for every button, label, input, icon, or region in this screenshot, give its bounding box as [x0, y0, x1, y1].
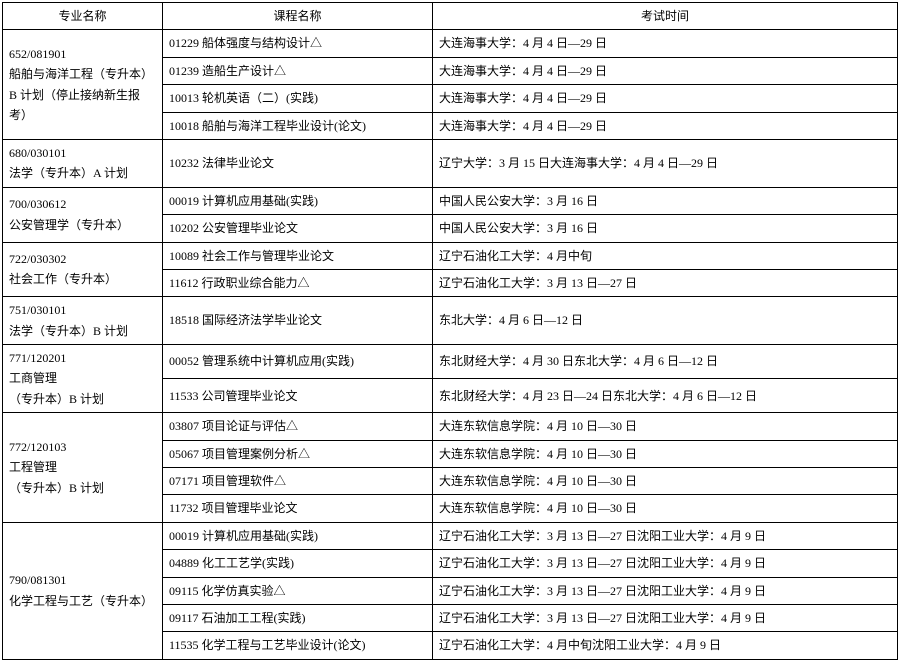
exam-cell: 辽宁石油化工大学：3 月 13 日—27 日: [433, 269, 898, 296]
major-cell: 772/120103 工程管理 （专升本）B 计划: [3, 413, 163, 523]
course-cell: 11535 化学工程与工艺毕业设计(论文): [163, 632, 433, 659]
course-cell: 11612 行政职业综合能力△: [163, 269, 433, 296]
header-exam: 考试时间: [433, 3, 898, 30]
table-row: 722/030302 社会工作（专升本）10089 社会工作与管理毕业论文辽宁石…: [3, 242, 898, 269]
course-cell: 11533 公司管理毕业论文: [163, 379, 433, 413]
exam-cell: 辽宁石油化工大学：3 月 13 日—27 日沈阳工业大学：4 月 9 日: [433, 604, 898, 631]
major-cell: 771/120201 工商管理 （专升本）B 计划: [3, 345, 163, 413]
course-cell: 09117 石油加工工程(实践): [163, 604, 433, 631]
major-cell: 700/030612 公安管理学（专升本）: [3, 187, 163, 242]
table-row: 772/120103 工程管理 （专升本）B 计划03807 项目论证与评估△大…: [3, 413, 898, 440]
course-cell: 04889 化工工艺学(实践): [163, 550, 433, 577]
exam-cell: 东北财经大学：4 月 30 日东北大学：4 月 6 日—12 日: [433, 345, 898, 379]
major-cell: 652/081901 船舶与海洋工程（专升本）B 计划（停止接纳新生报考）: [3, 30, 163, 140]
course-cell: 10089 社会工作与管理毕业论文: [163, 242, 433, 269]
exam-cell: 辽宁大学：3 月 15 日大连海事大学：4 月 4 日—29 日: [433, 139, 898, 187]
course-cell: 09115 化学仿真实验△: [163, 577, 433, 604]
exam-cell: 大连海事大学：4 月 4 日—29 日: [433, 112, 898, 139]
header-course: 课程名称: [163, 3, 433, 30]
course-cell: 00019 计算机应用基础(实践): [163, 187, 433, 214]
exam-cell: 东北财经大学：4 月 23 日—24 日东北大学：4 月 6 日—12 日: [433, 379, 898, 413]
table-row: 652/081901 船舶与海洋工程（专升本）B 计划（停止接纳新生报考）012…: [3, 30, 898, 57]
header-row: 专业名称 课程名称 考试时间: [3, 3, 898, 30]
exam-cell: 东北大学：4 月 6 日—12 日: [433, 297, 898, 345]
exam-cell: 辽宁石油化工大学：3 月 13 日—27 日沈阳工业大学：4 月 9 日: [433, 577, 898, 604]
course-cell: 07171 项目管理软件△: [163, 468, 433, 495]
exam-cell: 大连东软信息学院：4 月 10 日—30 日: [433, 440, 898, 467]
table-row: 700/030612 公安管理学（专升本）00019 计算机应用基础(实践)中国…: [3, 187, 898, 214]
course-cell: 10018 船舶与海洋工程毕业设计(论文): [163, 112, 433, 139]
table-row: 751/030101 法学（专升本）B 计划18518 国际经济法学毕业论文东北…: [3, 297, 898, 345]
exam-cell: 大连东软信息学院：4 月 10 日—30 日: [433, 468, 898, 495]
major-cell: 790/081301 化学工程与工艺（专升本）: [3, 522, 163, 659]
major-cell: 722/030302 社会工作（专升本）: [3, 242, 163, 297]
course-cell: 11732 项目管理毕业论文: [163, 495, 433, 522]
major-cell: 680/030101 法学（专升本）A 计划: [3, 139, 163, 187]
exam-cell: 大连海事大学：4 月 4 日—29 日: [433, 57, 898, 84]
course-cell: 03807 项目论证与评估△: [163, 413, 433, 440]
course-cell: 18518 国际经济法学毕业论文: [163, 297, 433, 345]
course-cell: 05067 项目管理案例分析△: [163, 440, 433, 467]
exam-cell: 大连东软信息学院：4 月 10 日—30 日: [433, 413, 898, 440]
course-cell: 10232 法律毕业论文: [163, 139, 433, 187]
exam-cell: 中国人民公安大学：3 月 16 日: [433, 187, 898, 214]
header-major: 专业名称: [3, 3, 163, 30]
exam-cell: 辽宁石油化工大学：3 月 13 日—27 日沈阳工业大学：4 月 9 日: [433, 522, 898, 549]
exam-cell: 辽宁石油化工大学：3 月 13 日—27 日沈阳工业大学：4 月 9 日: [433, 550, 898, 577]
course-cell: 10013 轮机英语（二）(实践): [163, 85, 433, 112]
course-cell: 00052 管理系统中计算机应用(实践): [163, 345, 433, 379]
exam-cell: 辽宁石油化工大学：4 月中旬: [433, 242, 898, 269]
exam-schedule-table: 专业名称 课程名称 考试时间 652/081901 船舶与海洋工程（专升本）B …: [2, 2, 898, 660]
exam-cell: 中国人民公安大学：3 月 16 日: [433, 215, 898, 242]
course-cell: 01229 船体强度与结构设计△: [163, 30, 433, 57]
course-cell: 00019 计算机应用基础(实践): [163, 522, 433, 549]
major-cell: 751/030101 法学（专升本）B 计划: [3, 297, 163, 345]
course-cell: 01239 造船生产设计△: [163, 57, 433, 84]
exam-cell: 辽宁石油化工大学：4 月中旬沈阳工业大学：4 月 9 日: [433, 632, 898, 659]
course-cell: 10202 公安管理毕业论文: [163, 215, 433, 242]
exam-cell: 大连海事大学：4 月 4 日—29 日: [433, 30, 898, 57]
exam-cell: 大连东软信息学院：4 月 10 日—30 日: [433, 495, 898, 522]
exam-cell: 大连海事大学：4 月 4 日—29 日: [433, 85, 898, 112]
table-row: 771/120201 工商管理 （专升本）B 计划00052 管理系统中计算机应…: [3, 345, 898, 379]
table-row: 790/081301 化学工程与工艺（专升本）00019 计算机应用基础(实践)…: [3, 522, 898, 549]
table-row: 680/030101 法学（专升本）A 计划10232 法律毕业论文辽宁大学：3…: [3, 139, 898, 187]
